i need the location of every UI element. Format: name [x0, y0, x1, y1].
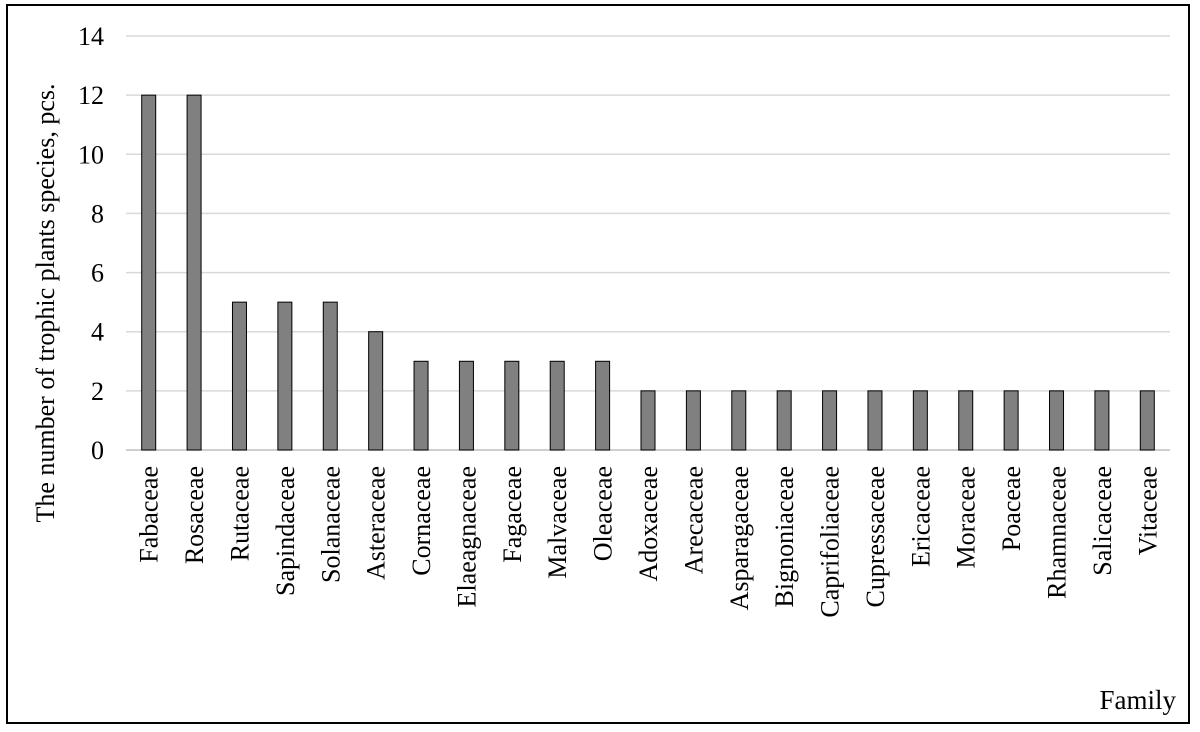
y-tick-label: 12: [78, 81, 104, 110]
bar-solanaceae: [322, 301, 338, 451]
x-tick-label: Fagaceae: [498, 466, 527, 563]
bar-rutaceae: [231, 301, 247, 451]
y-tick-label: 14: [78, 22, 104, 51]
x-tick-label: Cornaceae: [407, 466, 436, 576]
bar-malvaceae: [549, 360, 565, 451]
y-tick-label: 0: [91, 436, 104, 465]
x-tick-label: Poaceae: [997, 466, 1026, 551]
bar-chart: 0 2 4 6 8 10 12 14 Fabaceae Rosaceae Rutaceae Sapi…: [31, 22, 1176, 715]
bar-adoxaceae: [640, 390, 656, 451]
bar-rosaceae: [186, 94, 202, 451]
x-tick-label: Rosaceae: [180, 466, 209, 564]
bar-poaceae: [1003, 390, 1019, 451]
bar-asteraceae: [368, 331, 384, 451]
bar-asparagaceae: [731, 390, 747, 451]
x-tick-label: Caprifoliaceae: [816, 466, 845, 618]
bar-fabaceae: [141, 94, 157, 451]
y-tick-label: 8: [91, 199, 104, 228]
chart-frame: 0 2 4 6 8 10 12 14 Fabaceae Rosaceae Rutaceae Sapi…: [6, 4, 1190, 724]
bar-elaeagnaceae: [458, 360, 474, 451]
bar-sapindaceae: [277, 301, 293, 451]
x-tick-label: Sapindaceae: [271, 466, 300, 596]
y-tick-labels: 0 2 4 6 8 10 12 14: [78, 22, 104, 465]
x-tick-label: Asparagaceae: [725, 466, 754, 610]
x-tick-label: Solanaceae: [316, 466, 345, 583]
x-tick-label: Vitaceae: [1133, 466, 1162, 555]
bar-bignoniaceae: [776, 390, 792, 451]
y-axis-label: The number of trophic plants species, pc…: [31, 84, 60, 523]
y-tick-label: 2: [91, 377, 104, 406]
y-tick-label: 4: [91, 318, 104, 347]
x-tick-label: Asteraceae: [362, 466, 391, 580]
bar-cornaceae: [413, 360, 429, 451]
x-tick-label: Elaeagnaceae: [452, 466, 481, 607]
x-category-labels: Fabaceae Rosaceae Rutaceae Sapindaceae Solan…: [135, 466, 1163, 618]
bar-ericaceae: [912, 390, 928, 451]
bar-moraceae: [958, 390, 974, 451]
bar-oleaceae: [595, 360, 611, 451]
bar-caprifoliaceae: [822, 390, 838, 451]
x-tick-label: Bignoniaceae: [770, 466, 799, 608]
x-tick-label: Oleaceae: [589, 466, 618, 561]
bar-cupressaceae: [867, 390, 883, 451]
bar-arecaceae: [685, 390, 701, 451]
x-tick-label: Salicaceae: [1088, 466, 1117, 576]
gridlines: [126, 35, 1170, 451]
x-tick-label: Arecaceae: [679, 466, 708, 574]
x-tick-label: Adoxaceae: [634, 466, 663, 581]
bar-rhamnaceae: [1049, 390, 1065, 451]
x-axis-label: Family: [1099, 685, 1176, 715]
x-tick-label: Cupressaceae: [861, 466, 890, 607]
bar-fagaceae: [504, 360, 520, 451]
y-tick-label: 10: [78, 140, 104, 169]
bars: [141, 94, 1155, 451]
bar-salicaceae: [1094, 390, 1110, 451]
x-tick-label: Rutaceae: [225, 466, 254, 561]
x-tick-label: Fabaceae: [135, 466, 164, 563]
x-tick-label: Rhamnaceae: [1043, 466, 1072, 599]
x-tick-label: Malvaceae: [543, 466, 572, 579]
y-tick-label: 6: [91, 259, 104, 288]
x-tick-label: Ericaceae: [906, 466, 935, 567]
x-tick-label: Moraceae: [952, 466, 981, 568]
bar-vitaceae: [1139, 390, 1155, 451]
